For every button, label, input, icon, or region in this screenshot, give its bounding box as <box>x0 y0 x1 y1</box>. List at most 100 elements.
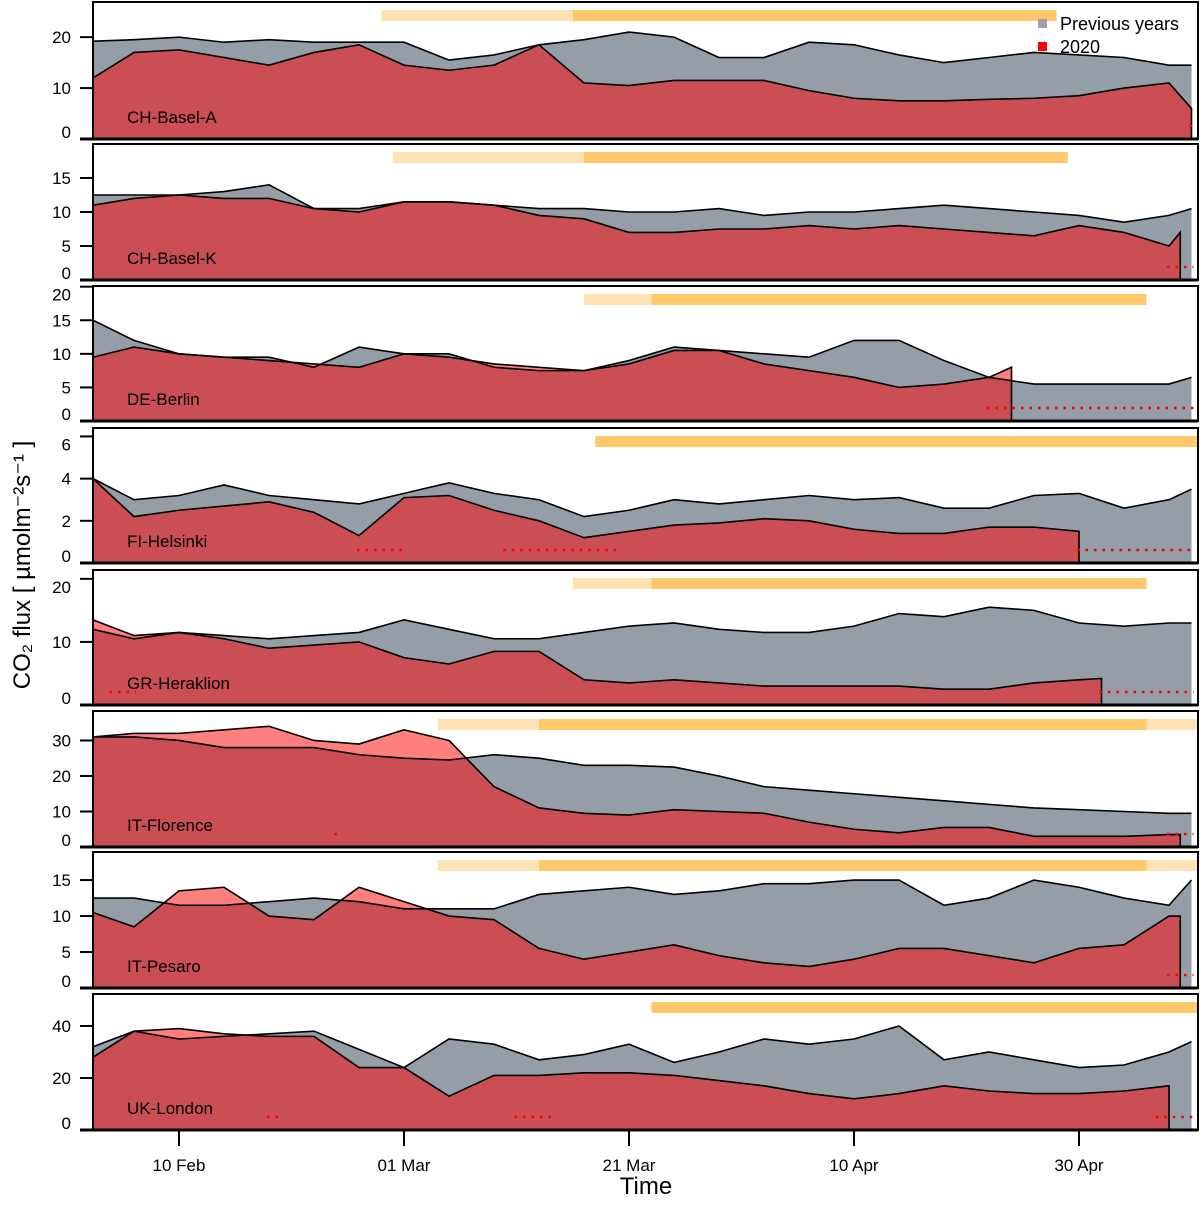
previous-years-line <box>93 477 1192 518</box>
y-axis-label: CO₂ flux [ µmolm⁻²s⁻¹ ] <box>9 441 36 689</box>
y-tick-label: 10 <box>52 633 71 652</box>
legend-label: 2020 <box>1060 37 1100 57</box>
area-2020 <box>93 478 1079 563</box>
partial-restriction-bar <box>1146 719 1198 730</box>
panel-it-florence: 0 10 20 30 IT-Florence <box>52 710 1199 850</box>
legend: Previous years 2020 <box>1038 14 1179 57</box>
y-tick-label: 10 <box>52 345 71 364</box>
y-tick-label: 30 <box>52 731 71 750</box>
x-tick-label: 21 Mar <box>603 1156 656 1175</box>
legend-swatch <box>1038 19 1047 28</box>
lockdown-restriction-bar <box>539 860 1147 871</box>
y-tick-label: 5 <box>62 237 71 256</box>
x-tick-label: 30 Apr <box>1054 1156 1103 1175</box>
area-2020 <box>93 1028 1169 1130</box>
area-2020 <box>93 195 1181 280</box>
y-tick-label: 0 <box>62 1114 71 1133</box>
partial-restriction-bar <box>584 294 652 305</box>
panel-de-berlin: 0 5 10 15 20 DE-Berlin <box>52 285 1199 424</box>
y-tick-label: 0 <box>62 972 71 991</box>
y-tick-label: 0 <box>62 405 71 424</box>
previous-years-line <box>93 736 1192 815</box>
y-tick-label: 0 <box>62 264 71 283</box>
y-tick-label: 0 <box>62 547 71 566</box>
lockdown-restriction-bar <box>651 578 1147 589</box>
site-label: FI-Helsinki <box>127 532 207 551</box>
previous-years-line <box>93 319 1192 385</box>
site-label: CH-Basel-A <box>127 108 217 127</box>
y-tick-label: 0 <box>62 831 71 850</box>
x-tick-label: 10 Feb <box>153 1156 206 1175</box>
y-tick-label: 40 <box>52 1017 71 1036</box>
area-2020 <box>93 619 1102 705</box>
x-tick-label: 10 Apr <box>829 1156 878 1175</box>
y-tick-label: 10 <box>52 802 71 821</box>
y-tick-label: 20 <box>52 767 71 786</box>
y-tick-label: 0 <box>62 123 71 142</box>
line-2020 <box>93 194 1182 280</box>
lockdown-restriction-bar <box>651 294 1147 305</box>
previous-years-line <box>93 1025 1192 1069</box>
y-tick-label: 10 <box>52 907 71 926</box>
line-2020 <box>93 886 1182 988</box>
line-2020 <box>93 1027 1170 1130</box>
lockdown-restriction-bar <box>595 436 1198 447</box>
partial-restriction-bar <box>437 860 539 871</box>
partial-restriction-bar <box>381 10 573 21</box>
y-tick-label: 20 <box>52 1069 71 1088</box>
panel-ch-basel-a: 0 10 20 CH-Basel-A <box>52 1 1199 142</box>
legend-label: Previous years <box>1060 14 1179 34</box>
site-label: GR-Heraklion <box>127 674 230 693</box>
panel-uk-london: 0 20 40 UK-London <box>52 993 1199 1133</box>
panel-fi-helsinki: 0 2 4 6 FI-Helsinki <box>62 427 1199 566</box>
previous-years-line <box>93 606 1192 640</box>
y-tick-label: 6 <box>62 435 71 454</box>
lockdown-restriction-bar <box>584 152 1068 163</box>
y-tick-label: 5 <box>62 378 71 397</box>
y-tick-label: 20 <box>52 28 71 47</box>
y-tick-label: 10 <box>52 203 71 222</box>
y-tick-label: 20 <box>52 578 71 597</box>
site-label: DE-Berlin <box>127 390 200 409</box>
panel-gr-heraklion: 0 10 20 GR-Heraklion <box>52 569 1199 708</box>
legend-swatch <box>1038 42 1047 51</box>
site-label: CH-Basel-K <box>127 249 217 268</box>
y-tick-label: 15 <box>52 169 71 188</box>
previous-years-line <box>93 183 1192 224</box>
site-label: IT-Pesaro <box>127 957 201 976</box>
y-tick-label: 10 <box>52 79 71 98</box>
partial-restriction-bar <box>572 578 652 589</box>
y-tick-label: 5 <box>62 943 71 962</box>
y-tick-label: 0 <box>62 689 71 708</box>
area-2020 <box>93 347 1012 421</box>
lockdown-restriction-bar <box>539 719 1147 730</box>
partial-restriction-bar <box>437 719 539 730</box>
line-2020 <box>93 478 1080 563</box>
site-label: IT-Florence <box>127 816 213 835</box>
area-2020 <box>93 44 1192 139</box>
lockdown-restriction-bar <box>572 10 1057 21</box>
y-tick-label: 15 <box>52 871 71 890</box>
area-2020 <box>93 726 1181 847</box>
lockdown-restriction-bar <box>651 1002 1198 1013</box>
x-tick-label: 01 Mar <box>378 1156 431 1175</box>
y-tick-label: 20 <box>52 286 71 305</box>
area-2020 <box>93 887 1181 988</box>
panel-ch-basel-k: 0 5 10 15 CH-Basel-K <box>52 143 1199 283</box>
partial-restriction-bar <box>1146 860 1198 871</box>
x-axis-label: Time <box>620 1173 672 1200</box>
x-axis: 10 Feb 01 Mar 21 Mar 10 Apr 30 Apr <box>153 1130 1104 1175</box>
previous-years-line <box>93 31 1192 66</box>
y-tick-label: 2 <box>62 512 71 531</box>
previous-years-line <box>93 879 1193 910</box>
line-2020 <box>93 346 1013 421</box>
line-2020 <box>93 43 1193 139</box>
y-tick-label: 15 <box>52 311 71 330</box>
y-tick-label: 4 <box>62 470 71 489</box>
partial-restriction-bar <box>392 152 584 163</box>
line-2020 <box>93 725 1182 847</box>
line-2020 <box>93 619 1103 705</box>
panel-it-pesaro: 0 5 10 15 IT-Pesaro <box>52 851 1199 991</box>
site-label: UK-London <box>127 1099 213 1118</box>
